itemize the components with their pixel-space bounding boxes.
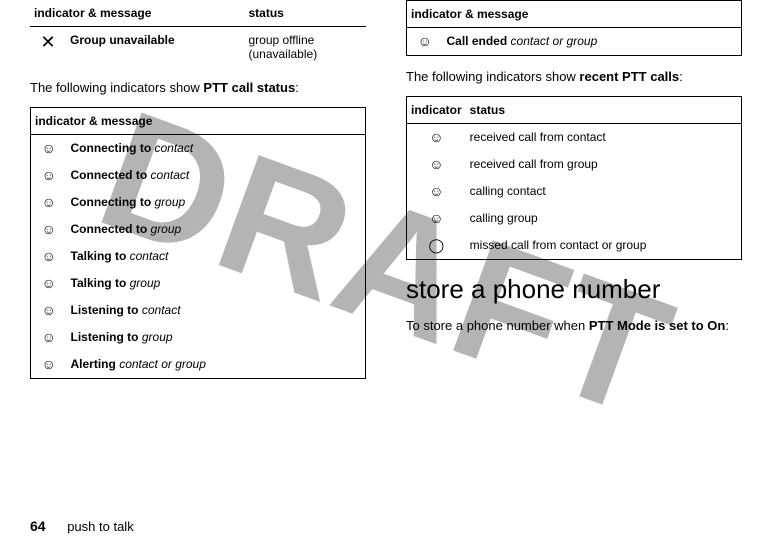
recent-ptt-table: indicator status ☺ received call from co… [406,96,742,260]
listening-group-icon: ☺ [31,324,67,351]
table-row: ☺ Listening to contact [31,297,366,324]
table-row: ☺ Connected to contact [31,162,366,189]
group-unavailable-label: Group unavailable [66,27,244,68]
col-header-indicator-message: indicator & message [407,1,742,28]
alerting-icon: ☺ [31,351,67,379]
listening-contact-label: Listening to contact [67,297,366,324]
table-row: ☺ Talking to contact [31,243,366,270]
group-status-table: indicator & message status ✕ Group unava… [30,0,366,67]
listening-group-label: Listening to group [67,324,366,351]
received-call-contact-icon: ☺ [407,123,466,151]
received-call-contact-status: received call from contact [466,123,742,151]
missed-call-status: missed call from contact or group [466,232,742,260]
talking-group-label: Talking to group [67,270,366,297]
calling-group-icon: ☺ [407,205,466,232]
left-column: indicator & message status ✕ Group unava… [30,0,366,490]
store-phone-intro: To store a phone number when PTT Mode is… [406,317,742,335]
table-row: ☺ calling contact [407,178,742,205]
call-ended-table: indicator & message ☺ Call ended contact… [406,0,742,56]
col-header-status: status [244,0,366,27]
connecting-contact-label: Connecting to contact [67,134,366,162]
page-footer: 64 push to talk [30,518,134,534]
store-phone-number-heading: store a phone number [406,274,742,305]
connected-group-icon: ☺ [31,216,67,243]
right-column: indicator & message ☺ Call ended contact… [406,0,742,490]
connected-group-label: Connected to group [67,216,366,243]
calling-group-status: calling group [466,205,742,232]
footer-section: push to talk [67,519,134,534]
talking-group-icon: ☺ [31,270,67,297]
table-row: ☺ Connected to group [31,216,366,243]
table-row: ☺ Listening to group [31,324,366,351]
call-ended-label: Call ended contact or group [443,28,742,56]
call-ended-icon: ☺ [407,28,443,56]
recent-ptt-intro: The following indicators show recent PTT… [406,68,742,86]
talking-contact-label: Talking to contact [67,243,366,270]
alerting-label: Alerting contact or group [67,351,366,379]
ptt-call-status-table: indicator & message ☺ Connecting to cont… [30,107,366,379]
table-row: ☺ Connecting to group [31,189,366,216]
table-row: ☺ Talking to group [31,270,366,297]
table-row: ◯ missed call from contact or group [407,232,742,260]
col-header-status: status [466,96,742,123]
table-row: ☺ received call from group [407,151,742,178]
connecting-group-icon: ☺ [31,189,67,216]
talking-contact-icon: ☺ [31,243,67,270]
table-row: ☺ Call ended contact or group [407,28,742,56]
col-header-indicator-message: indicator & message [31,107,366,134]
listening-contact-icon: ☺ [31,297,67,324]
missed-call-icon: ◯ [407,232,466,260]
calling-contact-icon: ☺ [407,178,466,205]
connecting-group-label: Connecting to group [67,189,366,216]
connecting-contact-icon: ☺ [31,134,67,162]
x-icon: ✕ [30,27,66,68]
connected-contact-icon: ☺ [31,162,67,189]
ptt-call-status-intro: The following indicators show PTT call s… [30,79,366,97]
page-number: 64 [30,518,46,534]
received-call-group-status: received call from group [466,151,742,178]
connected-contact-label: Connected to contact [67,162,366,189]
table-row: ☺ received call from contact [407,123,742,151]
col-header-indicator: indicator [407,96,466,123]
table-row: ☺ Alerting contact or group [31,351,366,379]
col-header-indicator-message: indicator & message [30,0,244,27]
received-call-group-icon: ☺ [407,151,466,178]
table-row: ☺ calling group [407,205,742,232]
calling-contact-status: calling contact [466,178,742,205]
group-offline-status: group offline (unavailable) [244,27,366,68]
table-row: ☺ Connecting to contact [31,134,366,162]
